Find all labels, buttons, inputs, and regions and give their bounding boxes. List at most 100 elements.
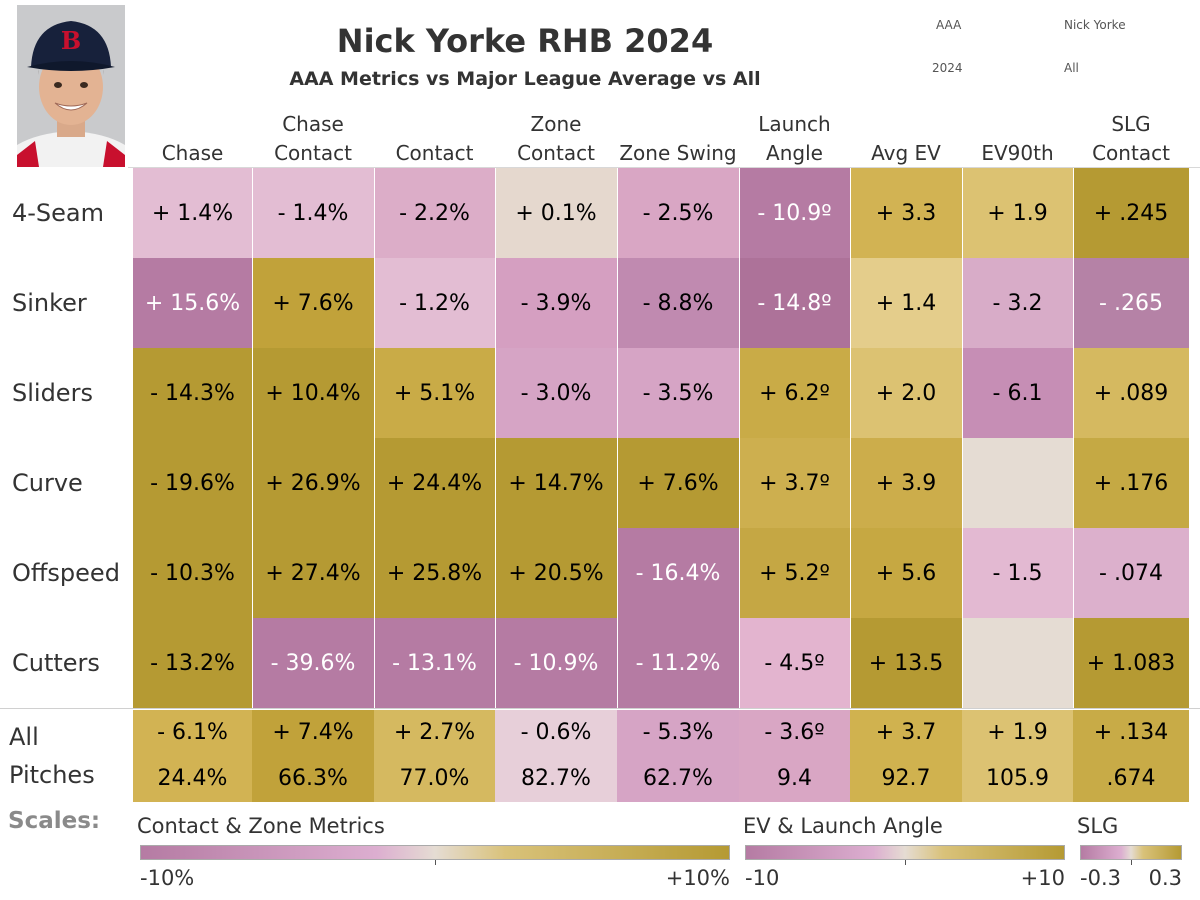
column-separator [739,168,740,802]
heatmap-cell: - 3.0% [495,348,617,438]
all-pitches-cell: + 1.9 105.9 [962,710,1073,802]
all-pitches-label: All Pitches [9,718,95,794]
heatmap-cell: - 1.4% [252,168,374,258]
heatmap-cell: + 5.2º [739,528,850,618]
column-header: Chase [133,110,252,168]
all-pitches-label-line-2: Pitches [9,761,95,789]
column-separator [617,168,618,802]
heatmap-cell: - 14.8º [739,258,850,348]
heatmap-cell: + .176 [1073,438,1189,528]
heatmap-cell: + 3.9 [850,438,962,528]
chart-subtitle: AAA Metrics vs Major League Average vs A… [289,68,761,90]
heatmap-cell: - .074 [1073,528,1189,618]
column-separator [850,168,851,802]
heatmap-cell: + 5.6 [850,528,962,618]
all-pitches-value: 62.7% [643,766,713,791]
legend-max-label: +10% [665,866,730,890]
all-pitches-diff: + 7.4% [272,720,354,745]
row-label: 4-Seam [12,199,105,227]
all-pitches-diff: - 6.1% [157,720,228,745]
legend-mid-tick [905,860,906,865]
all-pitches-value: 9.4 [777,766,812,791]
column-header: Contact [374,110,495,168]
all-pitches-value: 105.9 [986,766,1049,791]
heatmap-cell: + .245 [1073,168,1189,258]
column-header: Launch Angle [739,110,850,168]
legend-min-label: -0.3 [1080,866,1121,890]
heatmap-cell: + 3.7º [739,438,850,528]
heatmap-cell: + 25.8% [374,528,495,618]
all-pitches-cell: + 7.4% 66.3% [252,710,374,802]
heatmap-cell: - 1.2% [374,258,495,348]
all-pitches-cell: - 3.6º 9.4 [739,710,850,802]
filter-year[interactable]: 2024 [932,61,963,75]
heatmap-cell: - 2.2% [374,168,495,258]
column-header-line: Contact [517,141,595,165]
scales-label: Scales: [8,808,101,834]
column-header: EV90th [962,110,1073,168]
column-separator [1073,168,1074,802]
heatmap-cell: - 6.1 [962,348,1073,438]
heatmap-cell: + 1.4% [133,168,252,258]
heatmap-cell: + 26.9% [252,438,374,528]
heatmap-cell: + 1.9 [962,168,1073,258]
filter-player[interactable]: Nick Yorke [1064,18,1126,32]
heatmap-cell: + 7.6% [617,438,739,528]
heatmap-cell: + 6.2º [739,348,850,438]
column-separator [495,168,496,802]
all-pitches-cell: + .134 .674 [1073,710,1189,802]
chart-title: Nick Yorke RHB 2024 [336,22,714,60]
heatmap-cell: + 2.0 [850,348,962,438]
all-pitches-cell: + 3.7 92.7 [850,710,962,802]
heatmap-cell: - 3.5% [617,348,739,438]
heatmap-cell: - 13.1% [374,618,495,708]
legend-min-label: -10% [140,866,195,890]
heatmap-cell: - 11.2% [617,618,739,708]
header-divider [128,167,1200,168]
legend-max-label: 0.3 [1148,866,1182,890]
heatmap-cell [962,618,1073,708]
all-pitches-value: 92.7 [881,766,931,791]
heatmap-cell: - 8.8% [617,258,739,348]
legend-mid-tick [1131,860,1132,865]
legend-title: EV & Launch Angle [743,814,943,838]
all-pitches-value: .674 [1106,766,1156,791]
heatmap-cell: - 2.5% [617,168,739,258]
legend-mid-tick [435,860,436,865]
legend-gradient-bar [745,845,1065,860]
player-photo: B [17,5,125,167]
all-pitches-diff: + 3.7 [875,720,937,745]
row-label: Offspeed [12,559,120,587]
all-pitches-diff: + 2.7% [393,720,476,745]
heatmap-cell: - 14.3% [133,348,252,438]
all-pitches-diff: + .134 [1093,720,1169,745]
column-header: SLG Contact [1073,110,1189,168]
column-header-line: Launch [758,112,831,136]
heatmap-cell: - 3.2 [962,258,1073,348]
legend-gradient-bar [140,845,730,860]
heatmap-cell: - 13.2% [133,618,252,708]
heatmap-cell: + 24.4% [374,438,495,528]
column-separator [962,168,963,802]
heatmap-cell: + 27.4% [252,528,374,618]
filter-level[interactable]: AAA [936,18,962,32]
heatmap-cell: + 3.3 [850,168,962,258]
column-separator [252,168,253,802]
heatmap-cell: - .265 [1073,258,1189,348]
all-pitches-label-line-1: All [9,723,39,751]
all-pitches-value: 77.0% [399,766,470,791]
legend-title: SLG [1077,814,1119,838]
all-pitches-value: 66.3% [278,766,348,791]
heatmap-cell: - 10.9º [739,168,850,258]
heatmap-cell: - 4.5º [739,618,850,708]
all-pitches-value: 82.7% [521,766,591,791]
all-pitches-cell: - 6.1% 24.4% [133,710,252,802]
row-label: Sliders [12,379,93,407]
heatmap-cell: - 19.6% [133,438,252,528]
column-header: Zone Contact [495,110,617,168]
filter-pitch-group[interactable]: All [1064,61,1079,75]
legend-max-label: +10 [1020,866,1065,890]
all-pitches-diff: + 1.9 [987,720,1048,745]
column-header-line: SLG [1111,112,1151,136]
heatmap-cell: + 5.1% [374,348,495,438]
